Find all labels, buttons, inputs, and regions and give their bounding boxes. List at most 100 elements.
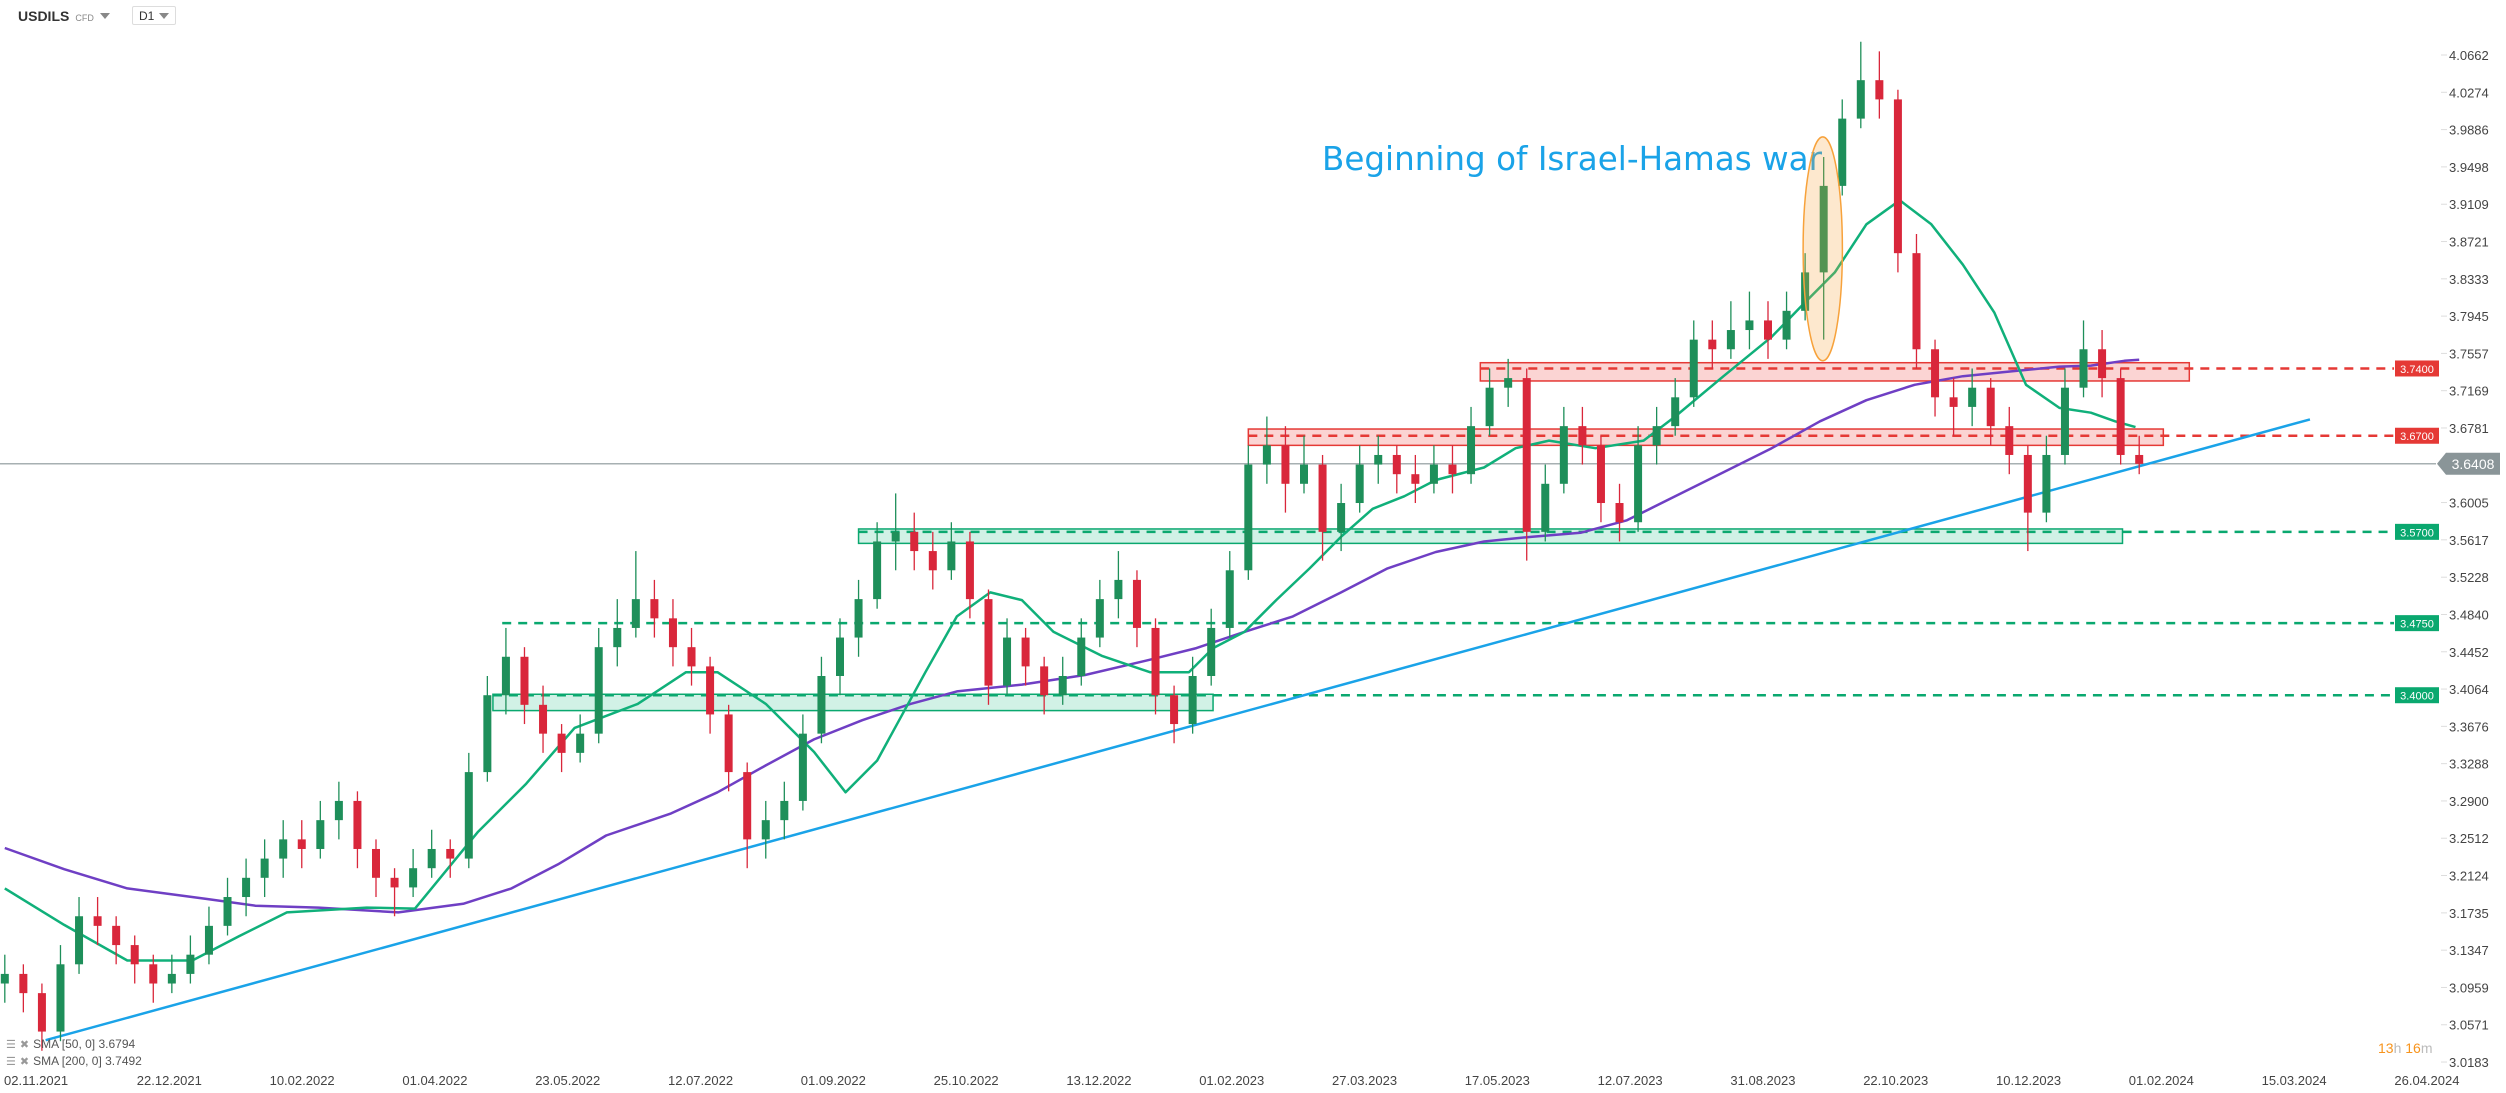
y-tick-label: 4.0274 — [2449, 85, 2489, 100]
candle-bearish — [1893, 89, 1902, 273]
resistance-zone[interactable] — [1247, 428, 2165, 447]
symbol-header[interactable]: USDILS CFD — [18, 8, 110, 24]
candle-bearish — [2135, 435, 2144, 475]
candle-body — [427, 848, 436, 869]
candle-body — [1912, 253, 1921, 350]
candle-body — [743, 772, 752, 840]
candle-bullish — [223, 877, 232, 936]
candle-body — [316, 820, 325, 849]
candle-bearish — [37, 983, 46, 1051]
candle-bearish — [1151, 618, 1160, 715]
current-price-label: 3.6408 — [2452, 456, 2495, 472]
legend-sma50[interactable]: ☰ ✖ SMA [50, 0] 3.6794 — [6, 1037, 135, 1051]
y-tick-label: 4.0662 — [2449, 48, 2489, 63]
candle-bearish — [19, 964, 28, 1013]
candle-body — [910, 531, 919, 552]
annotation-layer: Beginning of Israel-Hamas war — [1322, 136, 1844, 362]
candle-bullish — [1968, 368, 1977, 427]
timeframe-select[interactable]: D1 — [132, 6, 176, 25]
candle-bullish — [1838, 99, 1847, 196]
candle-body — [1281, 445, 1290, 484]
candle-body — [1578, 426, 1587, 446]
highlight-ellipse — [1802, 136, 1844, 362]
candle-bearish — [2098, 330, 2107, 398]
candle-body — [650, 599, 659, 619]
candle-body — [594, 647, 603, 734]
candle-bullish — [464, 752, 473, 869]
candle-bullish — [1745, 291, 1754, 350]
candle-body — [1021, 637, 1030, 667]
sma50-line — [4, 199, 2136, 962]
candle-bullish — [1244, 445, 1253, 580]
x-tick-label: 25.10.2022 — [934, 1073, 999, 1088]
x-tick-label: 26.04.2024 — [2394, 1073, 2459, 1088]
candle-body — [2098, 349, 2107, 379]
candle-body — [1003, 637, 1012, 686]
candle-body — [1634, 445, 1643, 523]
candle-bearish — [984, 589, 993, 705]
y-tick-label: 3.7169 — [2449, 384, 2489, 399]
y-tick-label: 3.2512 — [2449, 831, 2489, 846]
y-tick-label: 3.1735 — [2449, 906, 2489, 921]
candle-bullish — [1003, 618, 1012, 696]
candle-body — [37, 993, 46, 1032]
y-axis[interactable]: 4.0662 4.0274 3.9886 3.9498 3.9109 3.8721 3.83… — [2441, 48, 2489, 1070]
candle-bullish — [1541, 464, 1550, 542]
x-tick-label: 22.12.2021 — [137, 1073, 202, 1088]
trendline[interactable] — [45, 418, 2311, 1042]
x-axis[interactable]: 02.11.2021 22.12.2021 10.02.2022 01.04.2022… — [4, 1073, 2459, 1088]
settings-icon[interactable]: ☰ — [6, 1055, 16, 1068]
settings-icon[interactable]: ☰ — [6, 1038, 16, 1051]
countdown-minutes: 16 — [2405, 1040, 2421, 1056]
candle-bullish — [1726, 301, 1735, 359]
candle-bearish — [1281, 426, 1290, 513]
candle-bearish — [93, 897, 102, 946]
candle-bearish — [1875, 51, 1884, 119]
candle-body — [483, 695, 492, 773]
candle-bullish — [1559, 406, 1568, 494]
candle-body — [1541, 483, 1550, 532]
candle-bullish — [1467, 406, 1476, 484]
legend-sma200[interactable]: ☰ ✖ SMA [200, 0] 3.7492 — [6, 1054, 142, 1068]
candle-body — [1596, 445, 1605, 504]
candle-body — [1615, 503, 1624, 523]
symbol-dropdown-icon[interactable] — [99, 13, 110, 19]
candle-bearish — [557, 724, 566, 773]
candle-body — [576, 733, 585, 753]
candle-body — [93, 916, 102, 926]
candle-bullish — [947, 522, 956, 580]
candle-bearish — [1522, 368, 1531, 561]
y-tick-label: 3.7557 — [2449, 346, 2489, 361]
candle-bearish — [687, 627, 696, 686]
candle-body — [204, 925, 213, 955]
trendline-layer[interactable] — [45, 418, 2311, 1042]
x-tick-label: 23.05.2022 — [535, 1073, 600, 1088]
candle-bearish — [2005, 406, 2014, 475]
candle-body — [668, 618, 677, 648]
candle-body — [965, 541, 974, 600]
candle-bullish — [0, 954, 9, 1003]
countdown-m-unit: m — [2420, 1040, 2433, 1056]
candle-body — [1764, 320, 1772, 340]
candle-body — [1114, 579, 1123, 600]
candle-bearish — [1949, 378, 1958, 436]
candle-body — [2116, 378, 2125, 455]
x-tick-label: 01.02.2024 — [2129, 1073, 2194, 1088]
candle-bullish — [1207, 608, 1216, 686]
candle-bearish — [1392, 445, 1401, 494]
levels-layer — [492, 361, 2394, 712]
close-icon[interactable]: ✖ — [19, 1055, 30, 1068]
candle-body — [1968, 387, 1977, 407]
candle-body — [557, 733, 566, 753]
close-icon[interactable]: ✖ — [19, 1038, 30, 1051]
candle-body — [1485, 387, 1494, 427]
y-tick-label: 3.4840 — [2449, 607, 2489, 622]
y-tick-label: 3.9498 — [2449, 160, 2489, 175]
x-tick-label: 02.11.2021 — [4, 1073, 68, 1088]
candle-bullish — [1188, 656, 1197, 734]
candle-body — [501, 656, 510, 696]
candle-bearish — [539, 685, 548, 753]
candle-body — [631, 599, 640, 628]
x-tick-label: 01.09.2022 — [801, 1073, 866, 1088]
